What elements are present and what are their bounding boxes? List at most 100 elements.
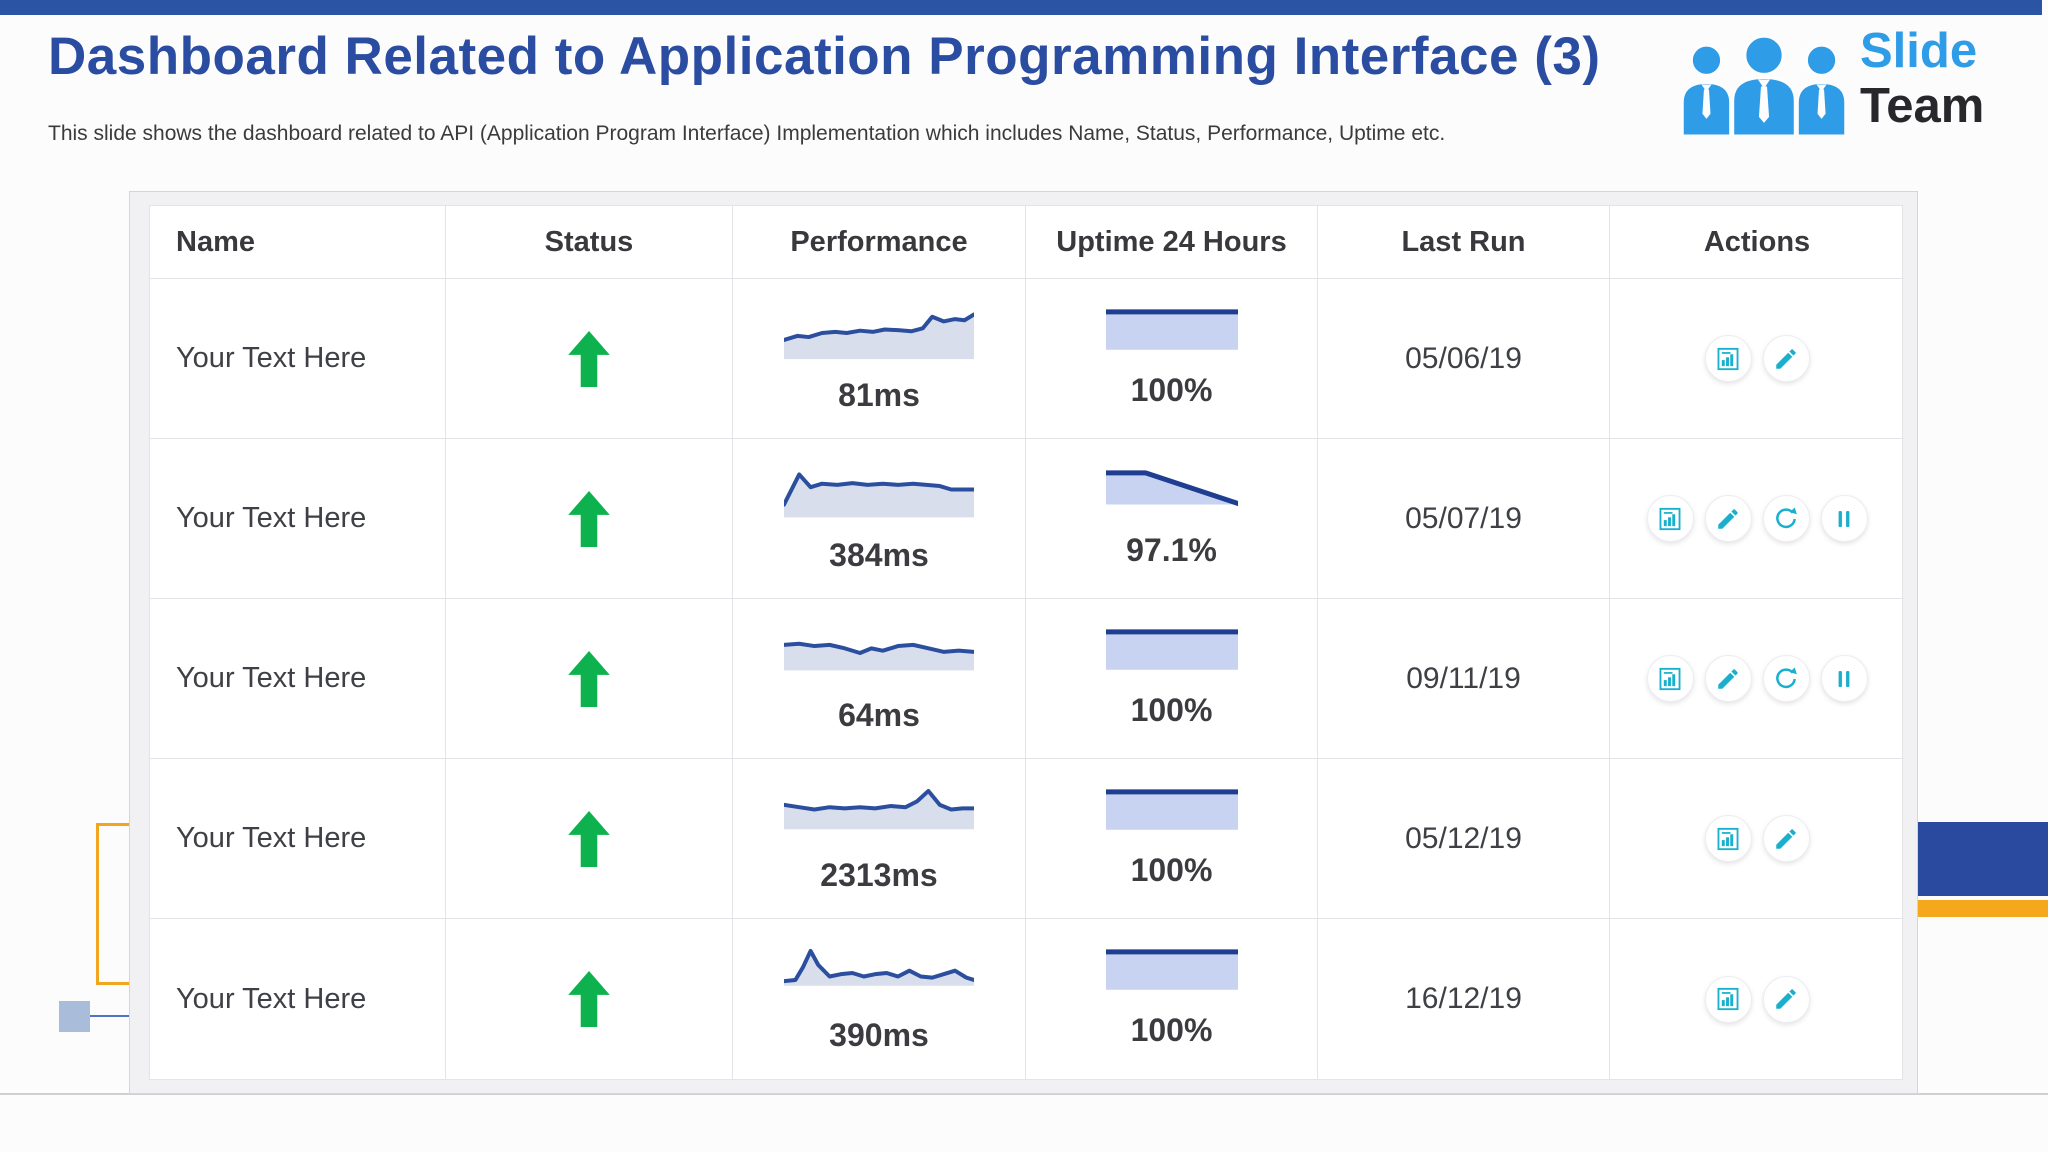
edit-icon: [1715, 506, 1741, 532]
edit-action-button[interactable]: [1762, 975, 1810, 1023]
api-uptime-cell: 100%: [1026, 759, 1318, 919]
uptime-chart: [1105, 629, 1238, 670]
refresh-action-button[interactable]: [1762, 655, 1810, 702]
api-dashboard-table: Name Status Performance Uptime 24 Hours …: [149, 205, 1904, 1080]
performance-sparkline-chart: [784, 784, 974, 829]
api-performance-cell: 384ms: [733, 439, 1026, 599]
status-up-arrow-icon: [568, 330, 610, 387]
logo-text: Slide Team: [1860, 24, 1984, 134]
actions-cell: [1610, 439, 1904, 599]
status-up-arrow-icon: [568, 810, 610, 867]
chart-action-button[interactable]: [1646, 495, 1694, 542]
performance-value: 390ms: [829, 1017, 929, 1053]
edit-action-button[interactable]: [1762, 815, 1810, 862]
api-lastrun-cell: 05/07/19: [1318, 439, 1610, 599]
api-lastrun-cell: 16/12/19: [1318, 919, 1610, 1079]
status-up-arrow-icon: [568, 971, 610, 1027]
api-name-cell: Your Text Here: [150, 919, 446, 1079]
pause-icon: [1831, 506, 1857, 532]
decoration-yellow-bar: [1918, 900, 2048, 917]
chart-action-button[interactable]: [1704, 335, 1752, 382]
uptime-value: 100%: [1130, 1012, 1213, 1048]
api-name: Your Text Here: [176, 342, 367, 374]
api-name: Your Text Here: [176, 982, 367, 1015]
actions-cell: [1610, 759, 1904, 919]
actions-cell: [1610, 919, 1904, 1079]
api-uptime-cell: 100%: [1026, 279, 1318, 439]
performance-sparkline-chart: [784, 944, 974, 986]
refresh-icon: [1773, 506, 1799, 532]
edit-action-button[interactable]: [1762, 335, 1810, 382]
last-run-date: 05/12/19: [1405, 821, 1522, 855]
performance-value: 2313ms: [820, 856, 938, 893]
chart-icon: [1657, 666, 1683, 692]
api-lastrun-cell: 05/12/19: [1318, 759, 1610, 919]
uptime-chart: [1105, 469, 1238, 517]
chart-action-button[interactable]: [1704, 975, 1752, 1023]
api-status-cell: [446, 439, 733, 599]
status-up-arrow-icon: [568, 650, 610, 707]
performance-value: 384ms: [829, 536, 929, 573]
last-run-date: 16/12/19: [1405, 982, 1522, 1015]
api-status-cell: [446, 919, 733, 1079]
edit-icon: [1773, 986, 1799, 1012]
last-run-date: 05/07/19: [1405, 501, 1522, 535]
chart-action-button[interactable]: [1646, 655, 1694, 702]
chart-icon: [1715, 826, 1741, 852]
decoration-blue-bar: [1918, 822, 2048, 896]
refresh-icon: [1773, 666, 1799, 692]
pause-action-button[interactable]: [1820, 655, 1868, 702]
page-subtitle: This slide shows the dashboard related t…: [48, 122, 1446, 145]
api-name-cell: Your Text Here: [150, 439, 446, 599]
column-header-actions: Actions: [1610, 206, 1904, 279]
uptime-value: 97.1%: [1126, 531, 1217, 568]
chart-icon: [1657, 506, 1683, 532]
page-title: Dashboard Related to Application Program…: [48, 27, 1601, 86]
api-uptime-cell: 100%: [1026, 599, 1318, 759]
dashboard-panel: Name Status Performance Uptime 24 Hours …: [129, 191, 1918, 1094]
api-status-cell: [446, 279, 733, 439]
api-uptime-cell: 100%: [1026, 919, 1318, 1079]
edit-action-button[interactable]: [1704, 495, 1752, 542]
api-lastrun-cell: 05/06/19: [1318, 279, 1610, 439]
column-header-status: Status: [446, 206, 733, 279]
actions-cell: [1610, 279, 1904, 439]
edit-icon: [1773, 346, 1799, 372]
column-header-lastrun: Last Run: [1318, 206, 1610, 279]
edit-action-button[interactable]: [1704, 655, 1752, 702]
uptime-value: 100%: [1130, 691, 1213, 728]
api-name: Your Text Here: [176, 662, 367, 694]
uptime-chart: [1105, 949, 1238, 990]
slideteam-logo: Slide Team: [1668, 22, 2038, 142]
api-name-cell: Your Text Here: [150, 279, 446, 439]
api-status-cell: [446, 759, 733, 919]
pause-action-button[interactable]: [1820, 495, 1868, 542]
last-run-date: 05/06/19: [1405, 341, 1522, 375]
status-up-arrow-icon: [568, 490, 610, 547]
pause-icon: [1831, 666, 1857, 692]
refresh-action-button[interactable]: [1762, 495, 1810, 542]
api-uptime-cell: 97.1%: [1026, 439, 1318, 599]
performance-sparkline-chart: [784, 464, 974, 517]
api-performance-cell: 2313ms: [733, 759, 1026, 919]
uptime-value: 100%: [1130, 851, 1213, 888]
logo-text-slide: Slide: [1860, 24, 1978, 78]
uptime-value: 100%: [1130, 371, 1213, 408]
api-performance-cell: 64ms: [733, 599, 1026, 759]
column-header-name: Name: [150, 206, 446, 279]
logo-text-team: Team: [1860, 79, 1985, 133]
chart-icon: [1715, 346, 1741, 372]
performance-sparkline-chart: [784, 624, 974, 670]
actions-cell: [1610, 599, 1904, 759]
slide-bottom-rule: [0, 1093, 2048, 1095]
api-name: Your Text Here: [176, 502, 367, 534]
uptime-chart: [1105, 789, 1238, 830]
api-name-cell: Your Text Here: [150, 599, 446, 759]
chart-action-button[interactable]: [1704, 815, 1752, 862]
performance-value: 64ms: [838, 696, 920, 733]
api-lastrun-cell: 09/11/19: [1318, 599, 1610, 759]
performance-value: 81ms: [838, 376, 920, 413]
api-performance-cell: 390ms: [733, 919, 1026, 1079]
api-status-cell: [446, 599, 733, 759]
column-header-uptime: Uptime 24 Hours: [1026, 206, 1318, 279]
